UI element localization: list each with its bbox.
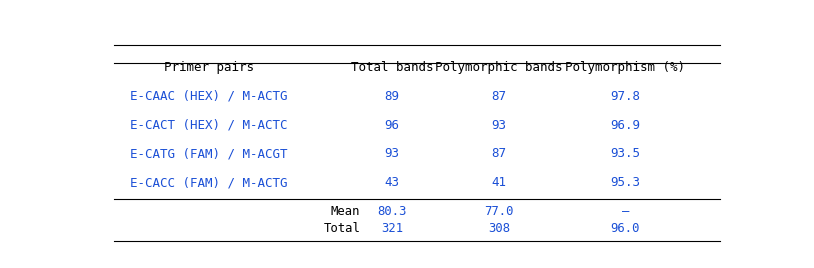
Text: E-CAAC (HEX) / M-ACTG: E-CAAC (HEX) / M-ACTG bbox=[130, 90, 287, 103]
Text: 87: 87 bbox=[492, 147, 506, 161]
Text: E-CATG (FAM) / M-ACGT: E-CATG (FAM) / M-ACGT bbox=[130, 147, 287, 161]
Text: –: – bbox=[622, 205, 629, 218]
Text: 97.8: 97.8 bbox=[610, 90, 641, 103]
Text: Primer pairs: Primer pairs bbox=[164, 61, 254, 74]
Text: 89: 89 bbox=[384, 90, 400, 103]
Text: Polymorphic bands: Polymorphic bands bbox=[435, 61, 563, 74]
Text: 93: 93 bbox=[492, 118, 506, 132]
Text: 96.9: 96.9 bbox=[610, 118, 641, 132]
Text: 93: 93 bbox=[384, 147, 400, 161]
Text: Polymorphism (%): Polymorphism (%) bbox=[566, 61, 685, 74]
Text: 308: 308 bbox=[488, 222, 510, 235]
Text: 43: 43 bbox=[384, 176, 400, 189]
Text: 96.0: 96.0 bbox=[610, 222, 640, 235]
Text: Total: Total bbox=[323, 222, 361, 235]
Text: 77.0: 77.0 bbox=[484, 205, 514, 218]
Text: E-CACC (FAM) / M-ACTG: E-CACC (FAM) / M-ACTG bbox=[130, 176, 287, 189]
Text: 41: 41 bbox=[492, 176, 506, 189]
Text: Mean: Mean bbox=[331, 205, 361, 218]
Text: 96: 96 bbox=[384, 118, 400, 132]
Text: 80.3: 80.3 bbox=[377, 205, 407, 218]
Text: Total bands: Total bands bbox=[351, 61, 433, 74]
Text: 95.3: 95.3 bbox=[610, 176, 641, 189]
Text: 93.5: 93.5 bbox=[610, 147, 641, 161]
Text: E-CACT (HEX) / M-ACTC: E-CACT (HEX) / M-ACTC bbox=[130, 118, 287, 132]
Text: 321: 321 bbox=[381, 222, 403, 235]
Text: 87: 87 bbox=[492, 90, 506, 103]
